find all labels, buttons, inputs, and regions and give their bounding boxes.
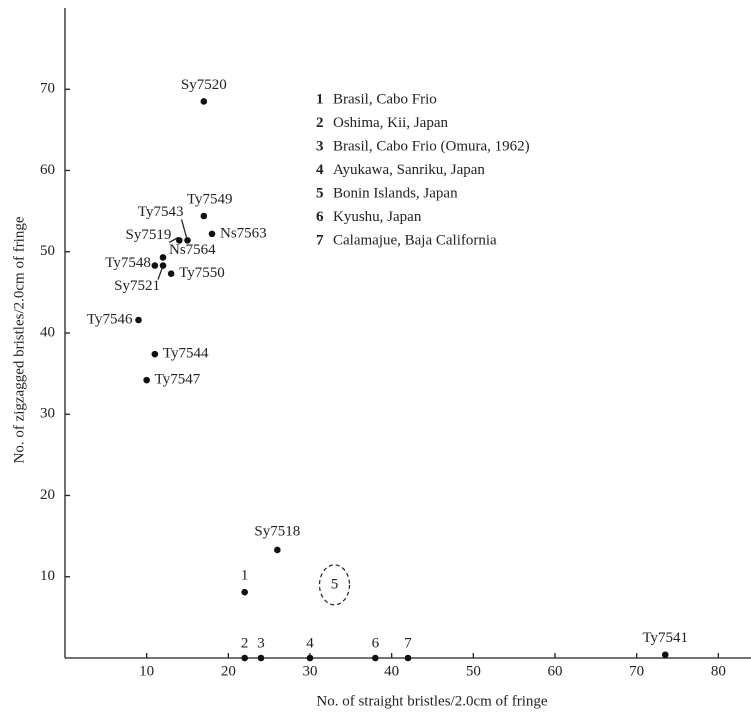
note-text: Ayukawa, Sanriku, Japan bbox=[333, 162, 485, 178]
point bbox=[200, 98, 208, 105]
x-tick-label: 80 bbox=[711, 663, 726, 679]
point bbox=[151, 350, 159, 358]
point bbox=[257, 654, 265, 662]
point bbox=[143, 376, 150, 384]
region-outline bbox=[318, 564, 351, 606]
point-label: 4 bbox=[306, 635, 314, 651]
note-text: Brasil, Cabo Frio bbox=[333, 91, 437, 107]
note-number: 4 bbox=[316, 162, 324, 178]
note-text: Brasil, Cabo Frio (Omura, 1962) bbox=[333, 138, 530, 154]
point bbox=[159, 254, 167, 261]
point-label: Ty7548 bbox=[105, 255, 151, 271]
point bbox=[372, 654, 379, 662]
note-number: 5 bbox=[316, 185, 324, 201]
point-label: Ty7543 bbox=[138, 204, 184, 220]
point bbox=[135, 316, 142, 324]
point bbox=[661, 651, 669, 659]
leader-line bbox=[169, 236, 179, 243]
point bbox=[306, 654, 314, 662]
point-label: Ty7541 bbox=[642, 630, 688, 646]
point-label: 1 bbox=[241, 568, 249, 584]
note-number: 3 bbox=[316, 138, 324, 154]
note-text: Bonin Islands, Japan bbox=[333, 185, 458, 201]
x-tick-label: 20 bbox=[221, 663, 236, 679]
point bbox=[241, 588, 248, 596]
point-label: Ns7563 bbox=[220, 225, 267, 241]
x-tick-label: 70 bbox=[629, 663, 644, 679]
note-number: 1 bbox=[316, 91, 324, 107]
point-label: Sy7520 bbox=[181, 77, 227, 93]
point bbox=[151, 262, 159, 269]
note-number: 7 bbox=[316, 232, 324, 248]
x-tick-label: 30 bbox=[303, 663, 318, 679]
point-label: Ty7547 bbox=[155, 372, 201, 388]
point-label: Ty7550 bbox=[179, 265, 225, 281]
y-tick-label: 20 bbox=[40, 487, 55, 503]
point-label: Sy7521 bbox=[114, 278, 160, 294]
y-tick-label: 40 bbox=[40, 324, 55, 340]
point bbox=[184, 237, 191, 244]
point-label: Sy7518 bbox=[254, 523, 300, 539]
point bbox=[241, 654, 248, 662]
y-tick-label: 50 bbox=[40, 243, 55, 259]
point-label: 6 bbox=[372, 635, 380, 651]
x-tick-label: 10 bbox=[139, 663, 154, 679]
note-text: Kyushu, Japan bbox=[333, 209, 422, 225]
point bbox=[159, 262, 167, 269]
point-label: 2 bbox=[241, 635, 249, 651]
x-tick-label: 60 bbox=[548, 663, 563, 679]
point-label: Ns7564 bbox=[169, 242, 216, 258]
point-label: Ty7544 bbox=[163, 346, 209, 362]
note-text: Oshima, Kii, Japan bbox=[333, 115, 448, 131]
point-label: 7 bbox=[404, 635, 412, 651]
x-axis-label: No. of straight bristles/2.0cm of fringe bbox=[316, 693, 548, 709]
note-number: 2 bbox=[316, 115, 324, 131]
x-tick-label: 40 bbox=[384, 663, 399, 679]
note-number: 6 bbox=[316, 209, 324, 225]
leader-line bbox=[180, 219, 188, 238]
point-label: 3 bbox=[257, 635, 265, 651]
leader-line bbox=[157, 268, 163, 280]
y-tick-label: 30 bbox=[40, 406, 55, 422]
y-tick-label: 10 bbox=[40, 568, 55, 584]
x-tick-label: 50 bbox=[466, 663, 481, 679]
point-label: Ty7549 bbox=[187, 191, 233, 207]
y-tick-label: 70 bbox=[40, 81, 55, 97]
point bbox=[404, 654, 412, 662]
point-label: Sy7519 bbox=[125, 227, 171, 243]
note-text: Calamajue, Baja California bbox=[333, 232, 497, 248]
point bbox=[208, 230, 216, 238]
point bbox=[167, 270, 175, 277]
point bbox=[200, 212, 208, 220]
point-label: Ty7546 bbox=[87, 311, 133, 327]
point bbox=[176, 237, 183, 244]
y-axis-label: No. of zigzagged bristles/2.0cm of fring… bbox=[11, 216, 27, 463]
point bbox=[274, 546, 281, 554]
region-label: 5 bbox=[331, 576, 339, 592]
y-tick-label: 60 bbox=[40, 162, 55, 178]
